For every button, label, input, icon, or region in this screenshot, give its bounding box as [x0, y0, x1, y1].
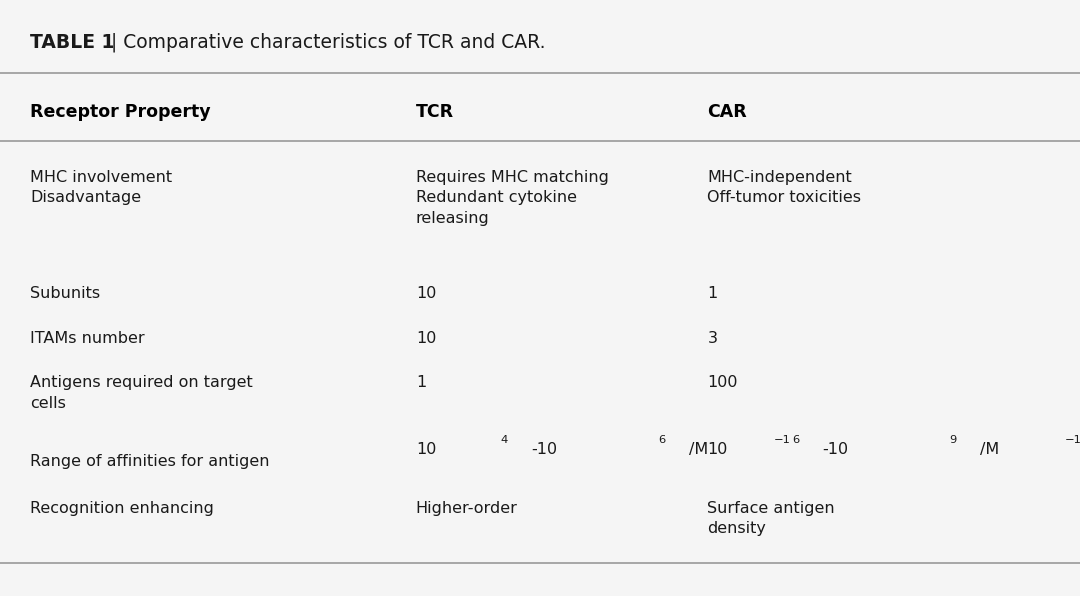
Text: 100: 100 — [707, 375, 738, 390]
Text: Range of affinities for antigen: Range of affinities for antigen — [30, 454, 270, 469]
Text: Receptor Property: Receptor Property — [30, 103, 211, 120]
Text: Antigens required on target
cells: Antigens required on target cells — [30, 375, 253, 411]
Text: −1: −1 — [773, 436, 791, 445]
Text: CAR: CAR — [707, 103, 747, 120]
Text: Requires MHC matching
Redundant cytokine
releasing: Requires MHC matching Redundant cytokine… — [416, 170, 609, 226]
Text: Subunits: Subunits — [30, 286, 100, 301]
Text: TABLE 1: TABLE 1 — [30, 33, 114, 52]
Text: 1: 1 — [416, 375, 426, 390]
Text: 1: 1 — [707, 286, 717, 301]
Text: MHC involvement
Disadvantage: MHC involvement Disadvantage — [30, 170, 173, 205]
Text: 3: 3 — [707, 331, 717, 346]
Text: /M: /M — [981, 442, 999, 457]
Text: Recognition enhancing: Recognition enhancing — [30, 501, 214, 516]
Text: /M: /M — [689, 442, 707, 457]
Text: Higher-order: Higher-order — [416, 501, 517, 516]
Text: 4: 4 — [500, 436, 508, 445]
Text: 6: 6 — [792, 436, 799, 445]
Text: -10: -10 — [531, 442, 557, 457]
Text: TCR: TCR — [416, 103, 454, 120]
Text: 10: 10 — [416, 286, 436, 301]
Text: ITAMs number: ITAMs number — [30, 331, 145, 346]
Text: 10: 10 — [707, 442, 728, 457]
Text: -10: -10 — [823, 442, 849, 457]
Text: 6: 6 — [658, 436, 665, 445]
Text: 9: 9 — [949, 436, 957, 445]
Text: 10: 10 — [416, 442, 436, 457]
Text: MHC-independent
Off-tumor toxicities: MHC-independent Off-tumor toxicities — [707, 170, 862, 205]
Text: −1: −1 — [1065, 436, 1080, 445]
Text: | Comparative characteristics of TCR and CAR.: | Comparative characteristics of TCR and… — [105, 33, 545, 52]
Text: Surface antigen
density: Surface antigen density — [707, 501, 835, 536]
Text: 10: 10 — [416, 331, 436, 346]
